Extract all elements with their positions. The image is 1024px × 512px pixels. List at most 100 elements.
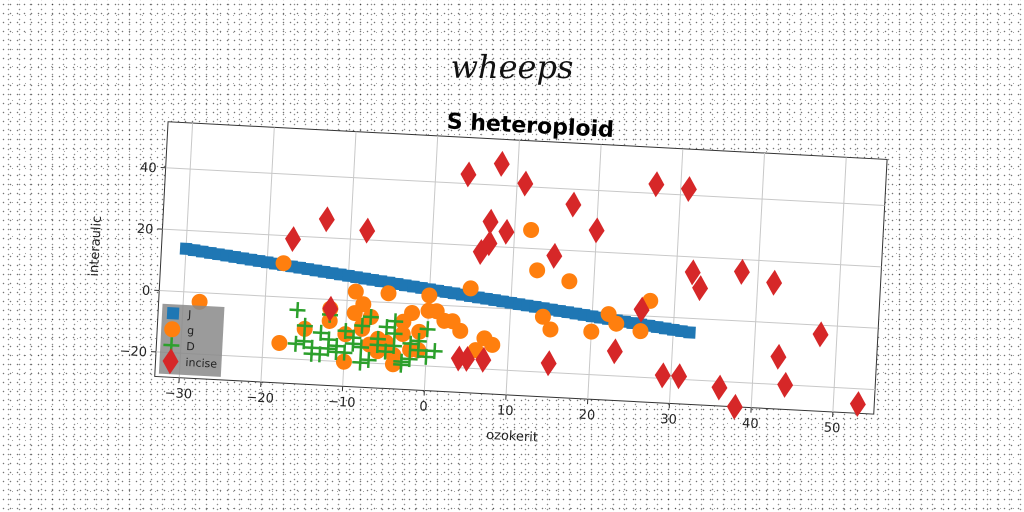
point-d — [303, 345, 320, 362]
point-d — [410, 332, 427, 350]
data-marks — [179, 150, 866, 420]
point-d — [401, 350, 418, 368]
point-j — [683, 326, 696, 339]
point-incise — [766, 269, 783, 296]
point-d — [360, 351, 377, 369]
point-d — [337, 322, 354, 340]
point-d — [419, 321, 436, 338]
point-d — [312, 324, 329, 341]
y-tick-label: 20 — [136, 222, 153, 238]
y-tick-label: −20 — [119, 344, 147, 360]
point-g — [421, 287, 438, 304]
x-grid-line — [587, 144, 602, 400]
point-incise — [849, 391, 866, 418]
x-grid-line — [423, 135, 439, 391]
point-d — [354, 317, 371, 334]
point-g — [608, 315, 625, 332]
point-incise — [711, 374, 728, 401]
x-grid-line — [505, 140, 520, 395]
grid-lines — [155, 123, 885, 412]
x-tick-label: −10 — [328, 395, 356, 411]
point-d — [328, 344, 345, 361]
legend-label: J — [187, 308, 192, 321]
point-g — [583, 323, 600, 340]
point-incise — [285, 226, 302, 253]
point-incise — [692, 275, 709, 302]
point-incise — [671, 363, 688, 390]
point-d — [287, 335, 304, 352]
point-d — [296, 317, 313, 334]
series-d-group — [287, 302, 443, 373]
point-d — [393, 353, 410, 370]
point-g — [529, 262, 546, 279]
point-d — [402, 335, 419, 352]
axis-ticks: −30 −20 −10 0 10 20 30 40 50 −20 0 20 40 — [119, 160, 841, 437]
point-incise — [777, 371, 794, 398]
point-d — [289, 302, 306, 319]
point-incise — [493, 150, 510, 177]
point-incise — [482, 208, 499, 235]
point-incise — [770, 343, 787, 370]
point-d — [295, 333, 313, 350]
legend-label: incise — [185, 356, 217, 371]
point-g — [462, 280, 479, 297]
point-d — [353, 339, 370, 356]
point-g — [346, 305, 363, 322]
x-tick-label: −30 — [164, 386, 192, 402]
point-g — [404, 304, 421, 321]
point-g — [484, 336, 501, 353]
point-incise — [460, 161, 477, 188]
y-tick-label: 0 — [141, 284, 150, 299]
point-incise — [606, 338, 623, 365]
x-tick-label: 40 — [742, 416, 759, 432]
point-d — [387, 313, 404, 330]
point-d — [377, 343, 394, 360]
point-g — [420, 302, 437, 319]
point-incise — [648, 171, 665, 198]
point-g — [561, 273, 578, 290]
y-tick-label: 40 — [140, 160, 157, 176]
point-d — [426, 343, 443, 360]
x-grid-line — [832, 157, 847, 412]
y-axis-label: interaulic — [87, 215, 105, 277]
point-d — [369, 330, 386, 347]
point-incise — [498, 218, 515, 245]
point-incise — [475, 346, 492, 373]
point-d — [378, 319, 395, 336]
series-incise-group — [285, 150, 866, 420]
x-tick-label: 30 — [660, 412, 677, 428]
x-tick-label: 10 — [497, 403, 514, 419]
point-incise — [458, 345, 475, 372]
legend-label: D — [186, 340, 195, 353]
point-d — [418, 348, 435, 365]
y-grid-line — [162, 228, 882, 268]
x-grid-line — [750, 153, 766, 408]
point-incise — [812, 321, 829, 348]
x-grid-line — [260, 127, 275, 383]
point-g — [335, 353, 352, 370]
point-incise — [359, 217, 376, 244]
point-d — [352, 354, 369, 371]
point-incise — [654, 362, 671, 389]
point-incise — [481, 230, 498, 257]
point-g — [271, 334, 288, 351]
legend-marker-incise — [162, 348, 179, 375]
point-incise — [633, 296, 650, 323]
point-d — [345, 335, 362, 352]
legend-label: g — [187, 324, 195, 337]
point-g — [534, 308, 551, 325]
x-grid-line — [342, 131, 357, 387]
point-incise — [540, 350, 557, 377]
point-incise — [322, 295, 339, 322]
x-tick-label: 50 — [823, 421, 840, 437]
point-g — [523, 222, 540, 239]
x-grid-line — [668, 148, 684, 404]
point-g — [275, 255, 292, 272]
point-incise — [450, 345, 467, 372]
point-incise — [588, 217, 605, 244]
point-g — [452, 322, 469, 339]
point-incise — [517, 170, 534, 197]
point-g — [347, 283, 364, 300]
